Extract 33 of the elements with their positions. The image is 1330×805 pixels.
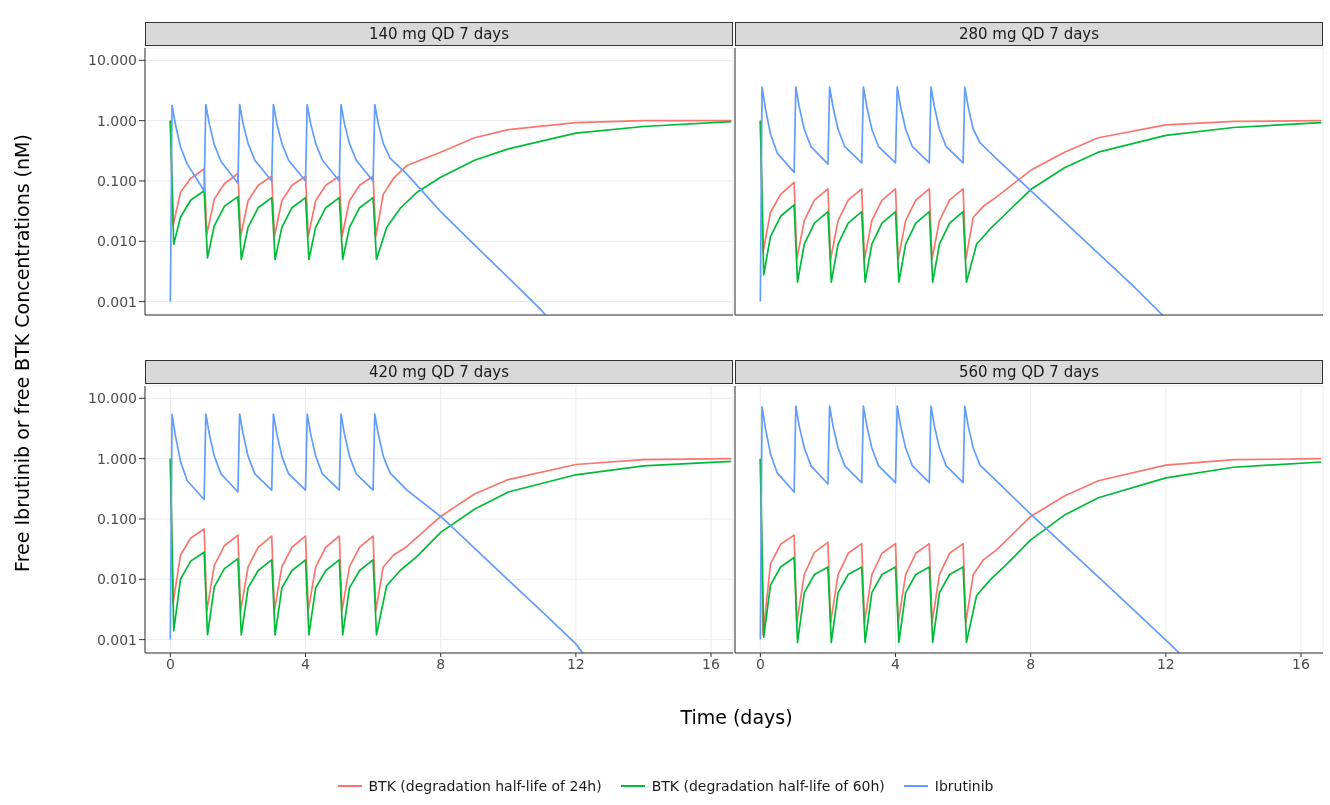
x-tick-label: 16 [702,655,721,672]
line-series [169,119,733,261]
x-tick-label: 4 [891,655,901,672]
chart-title: 420 mg QD 7 days [368,363,510,381]
y-tick-label: 0.001 [96,293,137,310]
x-axis-title: Time (days) [679,706,794,728]
x-tick-label: 4 [301,655,311,672]
line-series [169,103,547,315]
y-tick-label: 0.001 [96,631,137,648]
y-tick-label: 0.100 [96,172,137,189]
legend-label: BTK (degradation half-life of 24h) [368,778,602,794]
x-tick-label: 16 [1292,655,1311,672]
line-series [169,119,733,238]
y-tick-label: 0.100 [96,510,137,527]
y-tick-label: 0.010 [96,233,137,250]
x-tick-label: 0 [165,655,175,672]
legend-label: BTK (degradation half-life of 60h) [651,778,885,794]
x-tick-label: 8 [436,655,446,672]
legend-label: Ibrutinib [934,778,994,794]
y-tick-label: 10.000 [88,390,137,407]
line-series [169,413,584,653]
y-axis-title: Free Ibrutinib or free BTK Concentrations (nM) [11,134,33,572]
x-tick-label: 12 [566,655,585,672]
chart-title: 560 mg QD 7 days [958,363,1100,381]
y-tick-label: 0.010 [96,571,137,588]
x-tick-label: 8 [1026,655,1036,672]
y-tick-label: 1.000 [96,112,137,129]
y-tick-label: 1.000 [96,450,137,467]
y-tick-label: 10.000 [88,52,137,69]
x-tick-label: 0 [755,655,765,672]
chart-title: 280 mg QD 7 days [958,25,1100,43]
chart-title: 140 mg QD 7 days [368,25,510,43]
x-tick-label: 12 [1156,655,1175,672]
